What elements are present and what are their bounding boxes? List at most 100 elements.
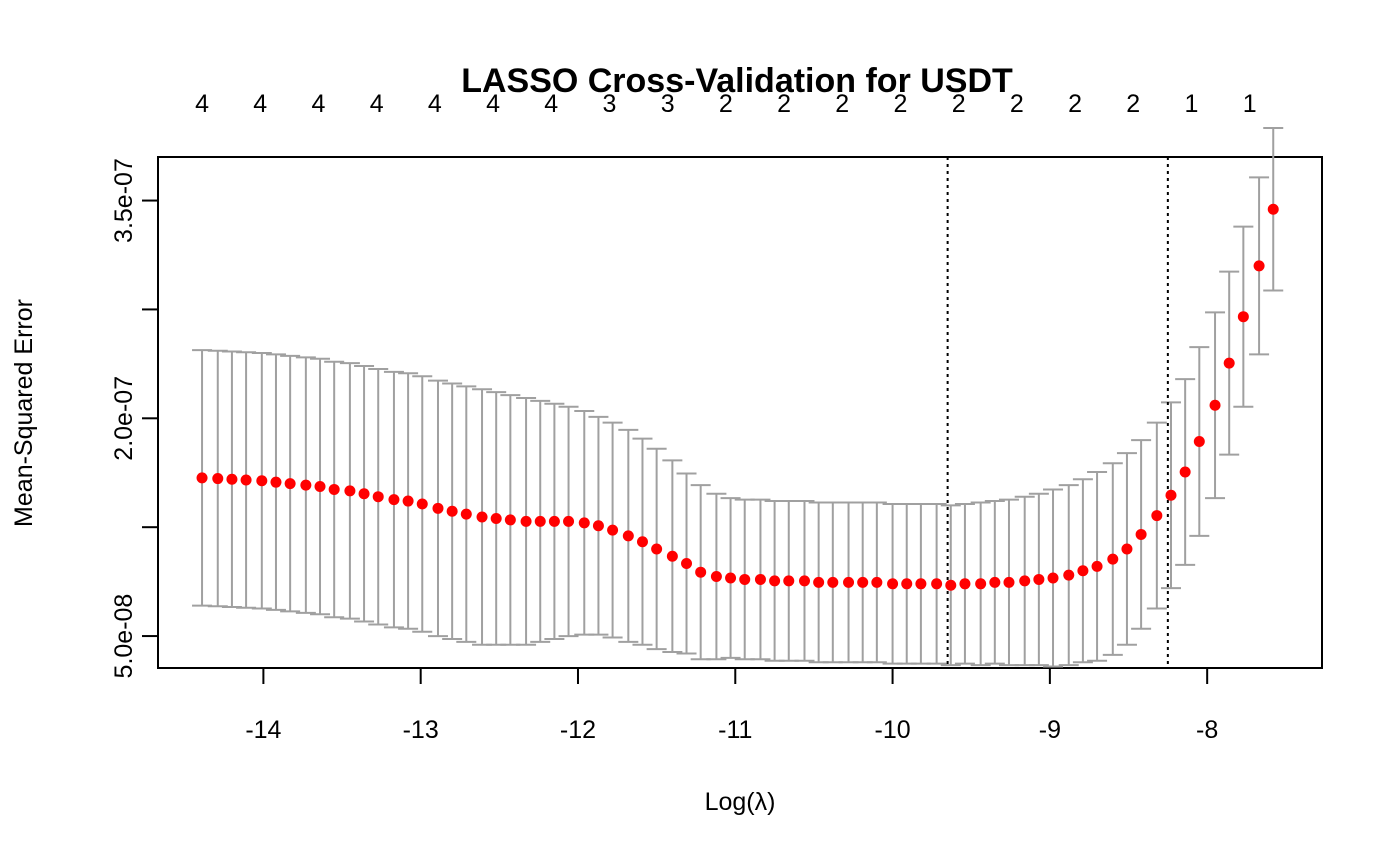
top-count-label: 4	[253, 90, 267, 118]
mse-point	[989, 576, 1001, 588]
mse-point	[534, 515, 546, 527]
mse-point	[388, 494, 400, 506]
mse-point	[1121, 543, 1133, 555]
y-tick-label: 5.0e-08	[110, 594, 138, 679]
chart-title: LASSO Cross-Validation for USDT	[461, 62, 1013, 100]
mse-point	[915, 578, 927, 590]
mse-point	[827, 576, 839, 588]
mse-point	[578, 517, 590, 529]
mse-point	[1165, 489, 1177, 501]
mse-point	[504, 514, 516, 526]
top-count-label: 2	[1126, 90, 1140, 118]
mse-point	[813, 576, 825, 588]
mse-point	[725, 572, 737, 584]
mse-point	[212, 473, 224, 485]
mse-point	[798, 575, 810, 587]
mse-point	[432, 502, 444, 514]
top-count-label: 2	[1068, 90, 1082, 118]
mse-point	[563, 515, 575, 527]
mse-point	[622, 530, 634, 542]
mse-point	[666, 550, 678, 562]
mse-point	[256, 475, 268, 487]
mse-point	[1209, 399, 1221, 411]
mse-point	[372, 491, 384, 503]
mse-point	[1047, 572, 1059, 584]
mse-point	[1003, 576, 1015, 588]
mse-point	[1223, 357, 1235, 369]
mse-point	[1237, 311, 1249, 323]
mse-point	[240, 474, 252, 486]
mse-point	[1019, 575, 1031, 587]
mse-point	[945, 579, 957, 591]
y-axis: 5.0e-08 2.0e-07 3.5e-07	[110, 158, 158, 678]
x-tick-label: -14	[245, 716, 281, 744]
mse-point	[226, 473, 238, 485]
mse-point	[416, 498, 428, 510]
mse-point	[1135, 528, 1147, 540]
mse-point	[1033, 573, 1045, 585]
mse-point	[1077, 565, 1089, 577]
top-count-label: 4	[195, 90, 209, 118]
x-tick-label: -10	[875, 716, 911, 744]
reference-lines	[946, 157, 1169, 668]
mse-point	[476, 511, 488, 523]
mse-point	[636, 536, 648, 548]
mse-point	[1151, 510, 1163, 522]
mse-point	[328, 483, 340, 495]
mse-point	[490, 512, 502, 524]
mse-point	[1253, 260, 1265, 272]
mse-point	[314, 481, 326, 493]
mse-point	[959, 578, 971, 590]
top-axis-nonzero-counts: 4 4 4 4 4 4 4 3 3 2 2 2 2 2 2 2 2 1 1	[195, 90, 1257, 118]
mse-point	[857, 576, 869, 588]
top-count-label: 2	[719, 90, 733, 118]
mse-point	[843, 576, 855, 588]
mse-point	[681, 557, 693, 569]
mse-point	[1179, 466, 1191, 478]
top-count-label: 1	[1243, 90, 1257, 118]
mse-point	[270, 476, 282, 488]
mse-point	[358, 488, 370, 500]
mse-point	[695, 566, 707, 578]
top-count-label: 4	[428, 90, 442, 118]
top-count-label: 4	[486, 90, 500, 118]
top-count-label: 4	[544, 90, 558, 118]
mse-point	[548, 515, 560, 527]
mse-point	[284, 478, 296, 490]
mse-point	[931, 578, 943, 590]
plot-frame	[157, 156, 1323, 669]
mse-point	[592, 520, 604, 532]
mse-points	[196, 203, 1279, 591]
mse-point	[871, 576, 883, 588]
mse-point	[739, 573, 751, 585]
mse-point	[1193, 436, 1205, 448]
mse-point	[1091, 560, 1103, 572]
mse-point	[769, 575, 781, 587]
mse-point	[446, 505, 458, 517]
mse-point	[344, 485, 356, 497]
mse-point	[975, 578, 987, 590]
top-count-label: 1	[1184, 90, 1198, 118]
mse-point	[754, 573, 766, 585]
top-count-label: 2	[1010, 90, 1024, 118]
mse-point	[520, 515, 532, 527]
x-tick-label: -13	[403, 716, 439, 744]
top-count-label: 2	[835, 90, 849, 118]
top-count-label: 4	[370, 90, 384, 118]
top-count-label: 2	[893, 90, 907, 118]
mse-point	[651, 543, 663, 555]
mse-point	[402, 495, 414, 507]
top-count-label: 3	[602, 90, 616, 118]
x-tick-label: -12	[560, 716, 596, 744]
top-count-label: 4	[311, 90, 325, 118]
error-bars	[192, 126, 1284, 668]
mse-point	[887, 578, 899, 590]
mse-point	[783, 575, 795, 587]
mse-point	[196, 472, 208, 484]
x-tick-label: -8	[1196, 716, 1218, 744]
top-count-label: 2	[952, 90, 966, 118]
top-count-label: 2	[777, 90, 791, 118]
mse-point	[1063, 569, 1075, 581]
top-count-label: 3	[661, 90, 675, 118]
